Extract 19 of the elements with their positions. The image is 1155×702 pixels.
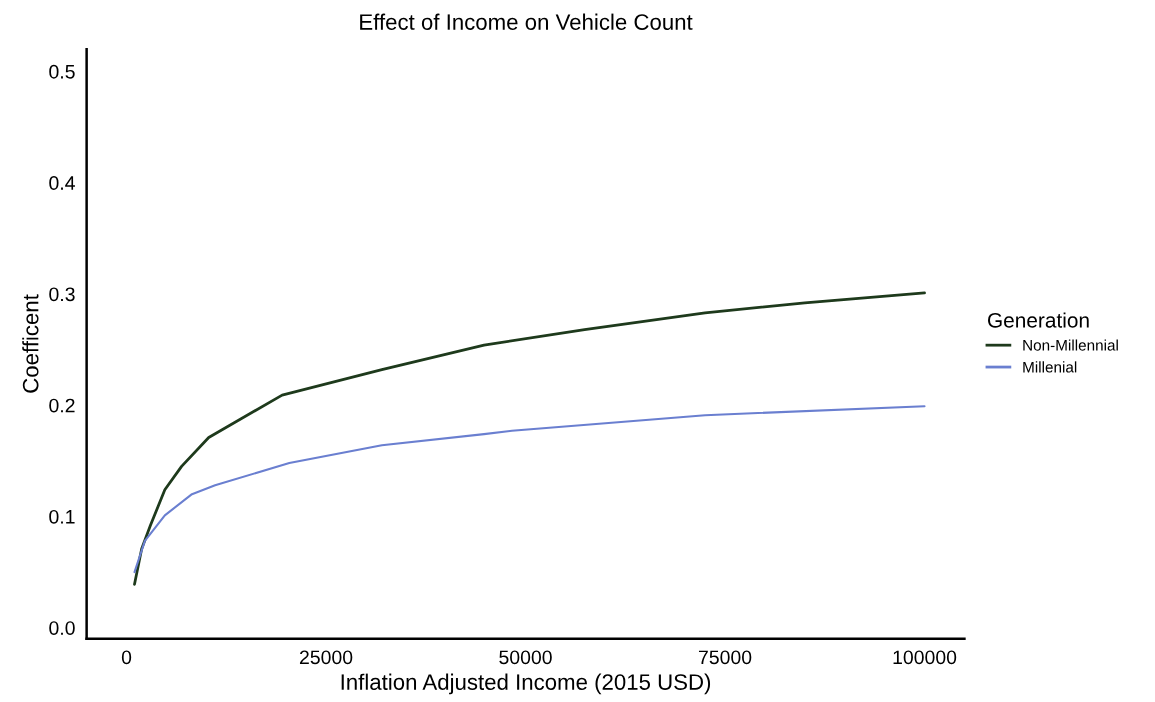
legend-label: Millenial bbox=[1023, 361, 1077, 373]
line-series bbox=[133, 405, 926, 574]
line-series bbox=[133, 291, 926, 586]
x-tick-label: 25000 bbox=[299, 650, 353, 665]
y-axis-title: Coefficent bbox=[22, 294, 39, 393]
x-tick-label: 50000 bbox=[499, 650, 552, 665]
x-tick-label: 0 bbox=[121, 650, 132, 665]
legend-label: Non-Millennial bbox=[1023, 339, 1118, 351]
x-tick-label: 100000 bbox=[893, 650, 957, 665]
x-tick-label: 75000 bbox=[698, 650, 752, 665]
y-tick-label: 0.2 bbox=[49, 398, 75, 413]
chart-title: Effect of Income on Vehicle Count bbox=[360, 13, 693, 30]
y-tick-label: 0.1 bbox=[49, 509, 75, 524]
y-tick-label: 0.0 bbox=[49, 621, 75, 635]
y-tick-label: 0.3 bbox=[49, 287, 75, 302]
legend-title: Generation bbox=[988, 312, 1089, 328]
y-tick-label: 0.4 bbox=[49, 176, 75, 190]
y-tick-label: 0.5 bbox=[49, 64, 75, 79]
x-axis-title: Inflation Adjusted Income (2015 USD) bbox=[341, 673, 711, 695]
